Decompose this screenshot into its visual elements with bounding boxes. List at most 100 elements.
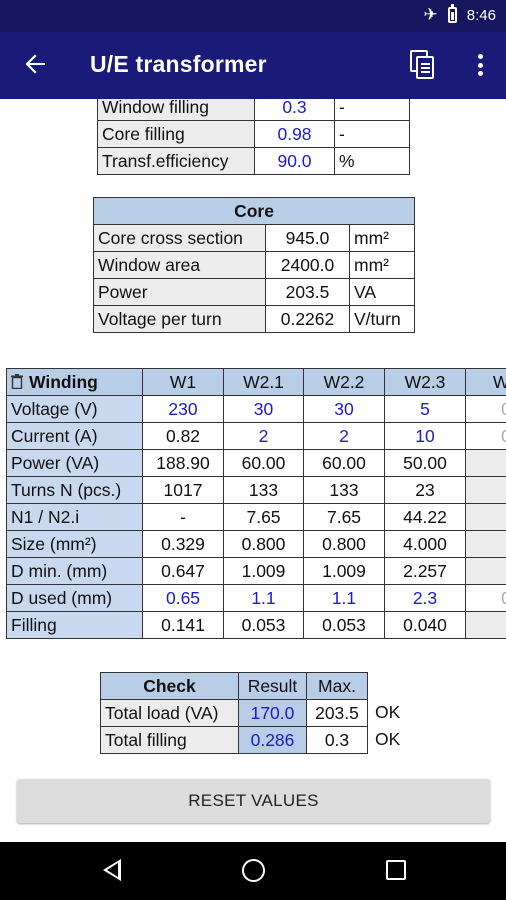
voltage-input[interactable]: 5 xyxy=(384,395,466,423)
table-row: Window area 2400.0 mm² xyxy=(93,251,415,279)
table-row: Transf.efficiency 90.0 % xyxy=(97,147,410,175)
winding-header-label: Winding xyxy=(29,371,98,392)
empty-cell xyxy=(465,449,506,477)
core-unit: mm² xyxy=(349,224,415,252)
check-label: Total filling xyxy=(100,726,239,754)
trash-icon[interactable] xyxy=(11,373,23,389)
nav-home-icon[interactable] xyxy=(242,859,265,882)
battery-icon xyxy=(447,4,457,23)
core-label: Voltage per turn xyxy=(93,305,266,333)
voltage-input[interactable]: 30 xyxy=(223,395,304,423)
param-input[interactable]: 0.98 xyxy=(254,120,335,148)
table-row: Total load (VA) 170.0 203.5 xyxy=(100,699,368,727)
table-row: Voltage per turn 0.2262 V/turn xyxy=(93,305,415,333)
param-unit: - xyxy=(334,120,410,148)
size-value: 0.800 xyxy=(223,530,304,558)
filling-value: 0.040 xyxy=(384,611,466,639)
ratio-value: 7.65 xyxy=(223,503,304,531)
param-label: Window filling xyxy=(97,99,255,121)
core-unit: mm² xyxy=(349,251,415,279)
voltage-input[interactable]: 230 xyxy=(142,395,224,423)
core-value: 203.5 xyxy=(265,278,350,306)
dused-input[interactable]: 2.3 xyxy=(384,584,466,612)
table-row: Window filling 0.3 - xyxy=(97,99,410,121)
check-label: Total load (VA) xyxy=(100,699,239,727)
empty-cell xyxy=(465,476,506,504)
current-input[interactable]: 2 xyxy=(223,422,304,450)
check-table: Check Result Max. Total load (VA) 170.0 … xyxy=(100,672,368,754)
core-table: Core Core cross section 945.0 mm² Window… xyxy=(93,197,415,333)
param-input[interactable]: 0.3 xyxy=(254,99,335,121)
table-row: Current (A) 0.82 2 2 10 0 xyxy=(6,422,506,450)
turns-value: 23 xyxy=(384,476,466,504)
reset-values-button[interactable]: RESET VALUES xyxy=(17,779,490,823)
table-row: Filling 0.141 0.053 0.053 0.040 xyxy=(6,611,506,639)
winding-table: Winding W1 W2.1 W2.2 W2.3 W3 Voltage (V)… xyxy=(6,368,506,639)
voltage-input[interactable]: 30 xyxy=(303,395,385,423)
column-header: W2.3 xyxy=(384,368,466,396)
page-title: U/E transformer xyxy=(90,51,267,77)
column-header: W3 xyxy=(465,368,506,396)
table-row: D used (mm) 0.65 1.1 1.1 2.3 0 xyxy=(6,584,506,612)
table-row: N1 / N2.i - 7.65 7.65 44.22 xyxy=(6,503,506,531)
power-value: 188.90 xyxy=(142,449,224,477)
column-header: W1 xyxy=(142,368,224,396)
dused-input[interactable]: 0 xyxy=(465,584,506,612)
table-row: Check Result Max. xyxy=(100,672,368,700)
table-row: Size (mm²) 0.329 0.800 0.800 4.000 xyxy=(6,530,506,558)
filling-value: 0.053 xyxy=(303,611,385,639)
column-header: W2.1 xyxy=(223,368,304,396)
row-label: N1 / N2.i xyxy=(6,503,143,531)
row-label: Size (mm²) xyxy=(6,530,143,558)
table-row: Voltage (V) 230 30 30 5 0 xyxy=(6,395,506,423)
ratio-value: 44.22 xyxy=(384,503,466,531)
size-value: 4.000 xyxy=(384,530,466,558)
status-time: 8:46 xyxy=(466,6,496,24)
winding-header: Winding xyxy=(6,368,143,396)
column-header: Result xyxy=(238,672,307,700)
back-arrow-icon[interactable] xyxy=(20,49,50,79)
airplane-icon: ✈ xyxy=(423,5,438,24)
empty-cell xyxy=(465,503,506,531)
param-label: Transf.efficiency xyxy=(97,147,255,175)
dused-input[interactable]: 1.1 xyxy=(303,584,385,612)
table-row: Power (VA) 188.90 60.00 60.00 50.00 xyxy=(6,449,506,477)
dused-input[interactable]: 0.65 xyxy=(142,584,224,612)
content-area[interactable]: Window filling 0.3 - Core filling 0.98 -… xyxy=(0,99,506,842)
table-row: Turns N (pcs.) 1017 133 133 23 xyxy=(6,476,506,504)
current-input[interactable]: 10 xyxy=(384,422,466,450)
empty-cell xyxy=(465,530,506,558)
navigation-bar xyxy=(0,842,506,900)
check-max: 0.3 xyxy=(306,726,368,754)
status-badge: OK xyxy=(375,729,401,749)
current-input[interactable]: 2 xyxy=(303,422,385,450)
check-header: Check xyxy=(100,672,239,700)
row-label: Power (VA) xyxy=(6,449,143,477)
dmin-value: 1.009 xyxy=(303,557,385,585)
check-result: 170.0 xyxy=(238,699,307,727)
param-unit: - xyxy=(334,99,410,121)
column-header: W2.2 xyxy=(303,368,385,396)
row-label: Voltage (V) xyxy=(6,395,143,423)
size-value: 0.800 xyxy=(303,530,385,558)
table-row: D min. (mm) 0.647 1.009 1.009 2.257 xyxy=(6,557,506,585)
status-bar: ✈ 8:46 xyxy=(0,0,506,32)
more-vert-icon[interactable] xyxy=(470,52,490,78)
dmin-value: 0.647 xyxy=(142,557,224,585)
row-label: Turns N (pcs.) xyxy=(6,476,143,504)
row-label: Current (A) xyxy=(6,422,143,450)
ratio-value: 7.65 xyxy=(303,503,385,531)
power-value: 60.00 xyxy=(303,449,385,477)
nav-back-icon[interactable] xyxy=(103,859,121,881)
table-row: Core cross section 945.0 mm² xyxy=(93,224,415,252)
empty-cell xyxy=(465,611,506,639)
current-input[interactable]: 0 xyxy=(465,422,506,450)
nav-recents-icon[interactable] xyxy=(386,860,406,880)
copy-icon[interactable] xyxy=(410,50,438,80)
core-value: 945.0 xyxy=(265,224,350,252)
voltage-input[interactable]: 0 xyxy=(465,395,506,423)
dused-input[interactable]: 1.1 xyxy=(223,584,304,612)
param-input[interactable]: 90.0 xyxy=(254,147,335,175)
dmin-value: 2.257 xyxy=(384,557,466,585)
row-label: Filling xyxy=(6,611,143,639)
